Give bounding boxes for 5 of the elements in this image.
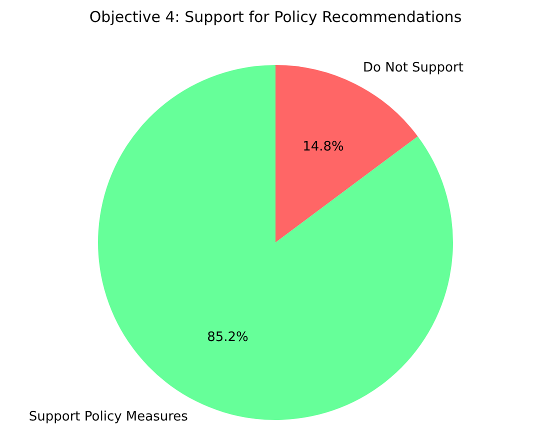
chart-title: Objective 4: Support for Policy Recommendations <box>89 8 462 26</box>
slice-label: Support Policy Measures <box>28 409 188 424</box>
data-label: 14.8% <box>302 140 344 155</box>
data-label: 85.2% <box>207 330 248 346</box>
slice-label: Do Not Support <box>363 60 464 76</box>
